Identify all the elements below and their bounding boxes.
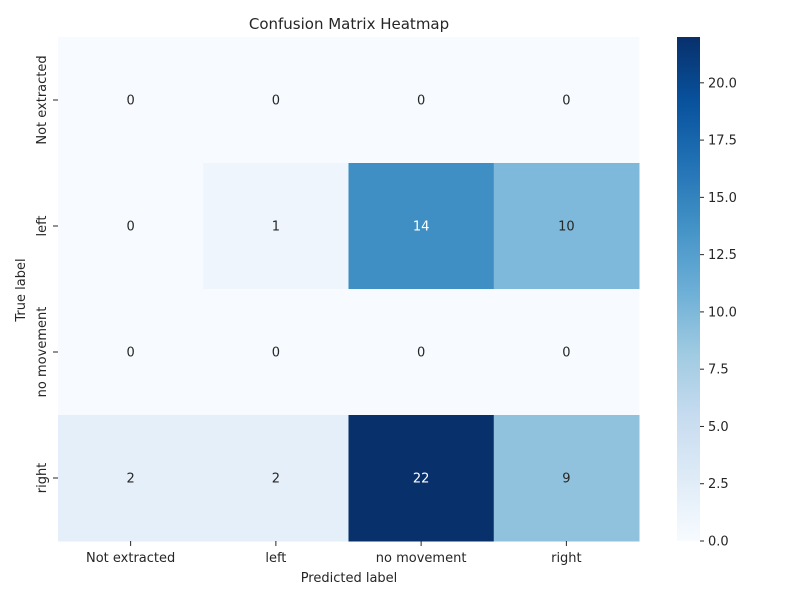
y-axis-label: True label (14, 258, 29, 322)
heatmap-cell (203, 163, 349, 290)
colorbar-tick-label: 15.0 (708, 191, 737, 206)
cell-value-label: 22 (413, 472, 430, 487)
cell-value-label: 0 (562, 94, 570, 109)
heatmap-cell (203, 37, 349, 164)
x-tick-label: no movement (376, 551, 467, 566)
cell-value-label: 0 (126, 220, 134, 235)
heatmap-cells (58, 37, 640, 542)
cell-value-label: 14 (413, 220, 430, 235)
colorbar-ticks: 0.0 2.5 5.0 7.5 10.0 12.5 15.0 17.5 20.0 (700, 76, 737, 550)
heatmap-cell (58, 163, 204, 290)
heatmap-cell (493, 37, 640, 164)
cell-value-label: 0 (272, 94, 280, 109)
heatmap-cell (348, 163, 495, 290)
cell-value-label: 2 (272, 472, 280, 487)
colorbar-tick-label: 0.0 (708, 535, 729, 550)
y-tick-label: no movement (35, 307, 50, 398)
cell-value-label: 10 (558, 220, 575, 235)
colorbar (677, 37, 700, 541)
heatmap-cell (493, 163, 640, 290)
heatmap-cell (348, 37, 495, 164)
heatmap-cell (58, 289, 204, 416)
heatmap-cell (203, 415, 349, 542)
cell-value-label: 0 (417, 346, 425, 361)
cell-value-label: 0 (417, 94, 425, 109)
heatmap-cell (203, 289, 349, 416)
cell-value-label: 9 (562, 472, 570, 487)
cell-value-label: 0 (126, 94, 134, 109)
x-axis-ticks: Not extracted left no movement right (86, 541, 582, 566)
colorbar-tick-label: 12.5 (708, 248, 737, 263)
colorbar-tick-label: 5.0 (708, 420, 729, 435)
heatmap-cell (493, 415, 640, 542)
y-tick-label: left (35, 215, 50, 236)
colorbar-tick-label: 17.5 (708, 134, 737, 149)
cell-value-label: 0 (562, 346, 570, 361)
cell-value-label: 0 (126, 346, 134, 361)
x-tick-label: right (551, 551, 582, 566)
heatmap-cell (58, 37, 204, 164)
colorbar-tick-label: 20.0 (708, 76, 737, 91)
x-tick-label: left (265, 551, 286, 566)
heatmap-cell-labels: 0 0 0 00 1 14 100 0 0 02 2 22 9 (126, 94, 574, 487)
y-axis-ticks: Not extracted left no movement right (35, 55, 58, 493)
x-axis-label: Predicted label (301, 571, 398, 586)
colorbar-tick-label: 2.5 (708, 477, 729, 492)
y-tick-label: Not extracted (35, 55, 50, 144)
heatmap-cell (348, 415, 495, 542)
heatmap-cell (58, 415, 204, 542)
chart-title: Confusion Matrix Heatmap (249, 15, 449, 33)
x-tick-label: Not extracted (86, 551, 175, 566)
cell-value-label: 1 (272, 220, 280, 235)
y-tick-label: right (35, 463, 50, 494)
colorbar-tick-label: 10.0 (708, 305, 737, 320)
cell-value-label: 2 (126, 472, 134, 487)
cell-value-label: 0 (272, 346, 280, 361)
colorbar-tick-label: 7.5 (708, 363, 729, 378)
heatmap-cell (348, 289, 495, 416)
heatmap-cell (493, 289, 640, 416)
